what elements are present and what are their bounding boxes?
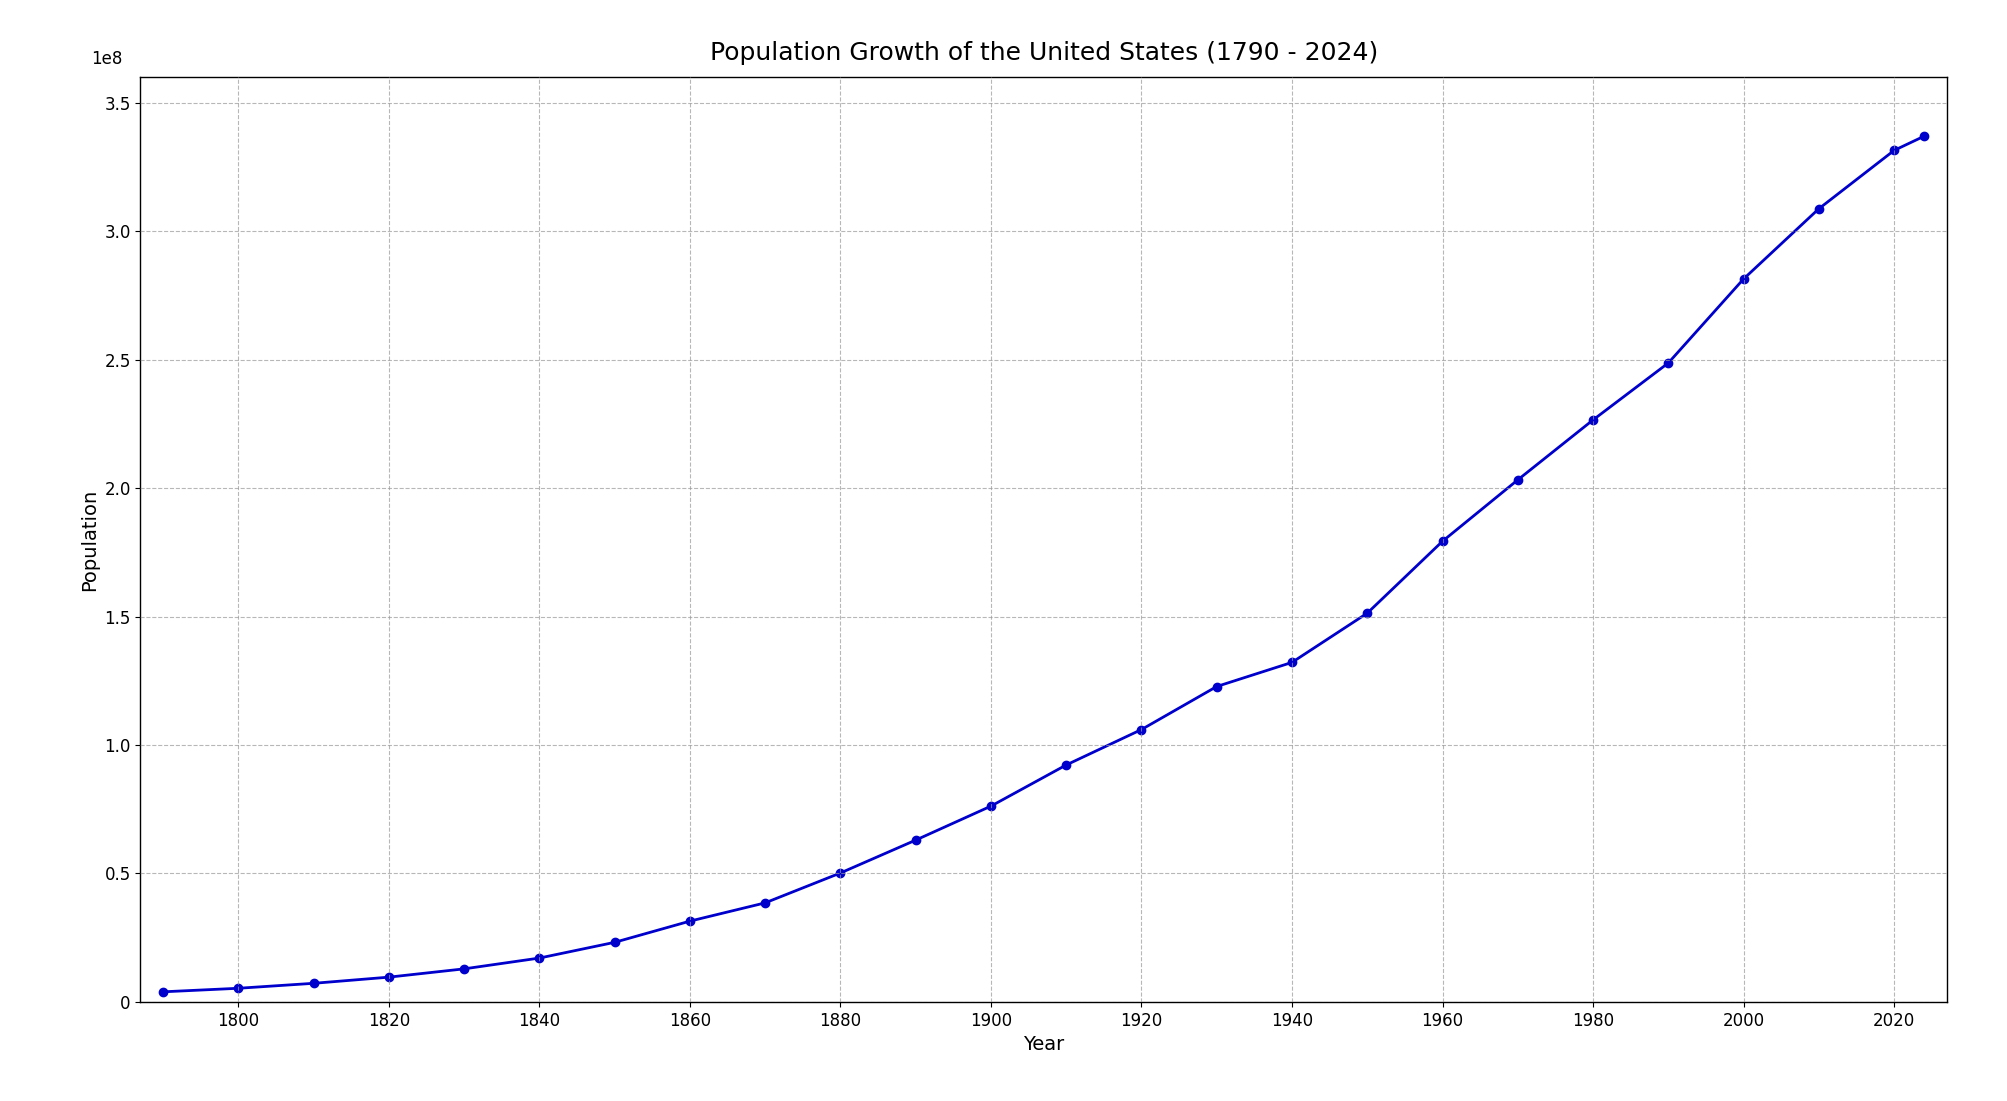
Y-axis label: Population: Population	[80, 489, 98, 590]
Title: Population Growth of the United States (1790 - 2024): Population Growth of the United States (…	[710, 42, 1377, 65]
X-axis label: Year: Year	[1024, 1035, 1064, 1054]
Text: 1e8: 1e8	[90, 50, 122, 68]
